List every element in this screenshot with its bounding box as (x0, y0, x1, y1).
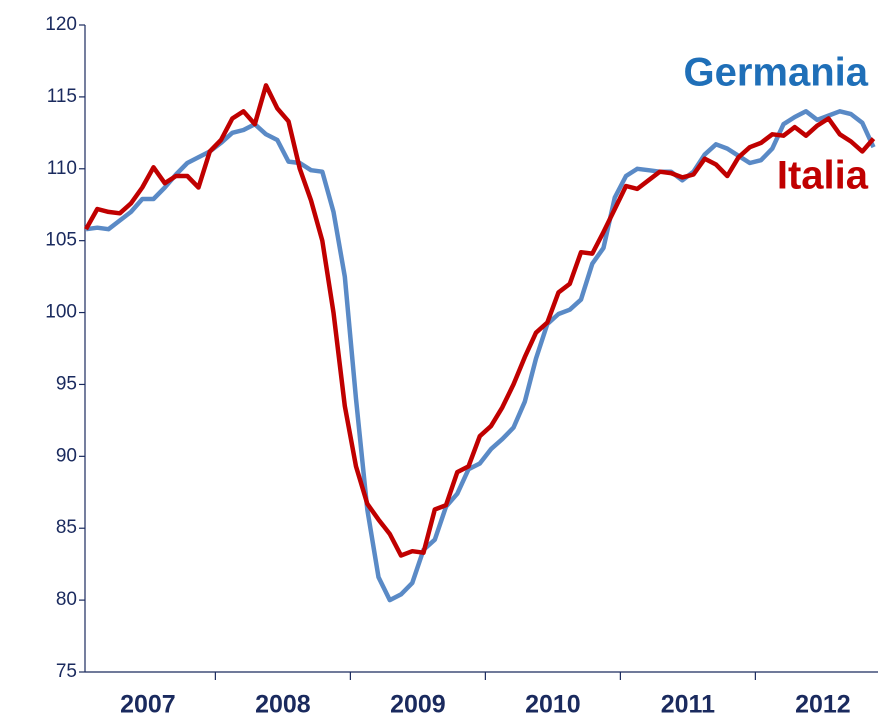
x-tick-label: 2011 (661, 691, 715, 719)
series-line (85, 109, 876, 603)
x-tick-label: 2010 (525, 691, 581, 719)
y-tick-label: 80 (56, 589, 77, 610)
x-tick-label: 2009 (390, 691, 446, 719)
y-tick-label: 100 (45, 302, 77, 323)
y-tick-label: 90 (56, 445, 77, 466)
y-tick-label: 75 (56, 661, 77, 682)
legend-label: Germania (683, 51, 868, 95)
y-tick-label: 120 (45, 14, 77, 35)
x-tick-label: 2007 (120, 691, 176, 719)
x-tick-label: 2008 (255, 691, 311, 719)
x-tick-label: 2012 (795, 691, 851, 719)
legend-label: Italia (777, 154, 869, 198)
y-tick-label: 85 (56, 517, 77, 538)
y-tick-label: 95 (56, 373, 77, 394)
y-tick-label: 105 (45, 230, 77, 251)
y-tick-label: 110 (47, 158, 77, 179)
y-tick-label: 115 (47, 86, 77, 107)
series-line (84, 83, 876, 558)
